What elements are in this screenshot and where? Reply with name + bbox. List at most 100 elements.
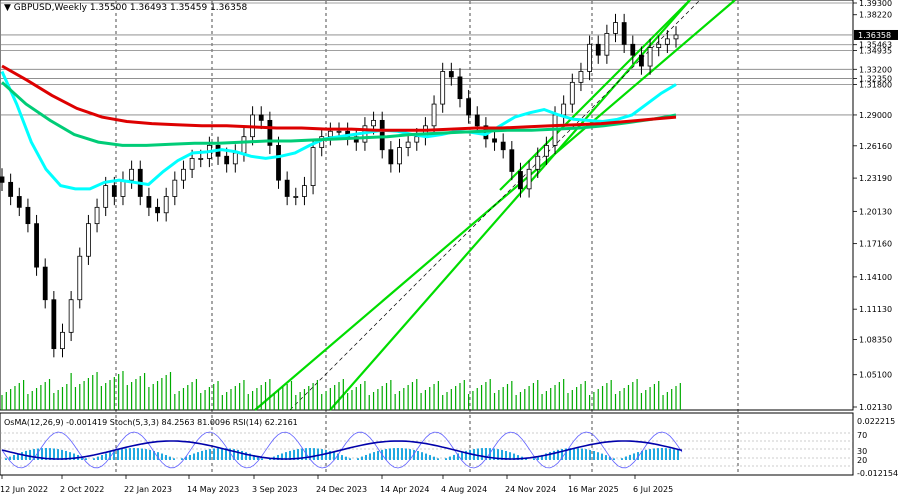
candle-body xyxy=(613,22,618,34)
candle-body xyxy=(68,299,74,333)
moving-average-line xyxy=(0,81,677,147)
time-tick-label: 3 Sep 2023 xyxy=(252,485,298,494)
price-tick-label: 1.35463 xyxy=(859,41,892,50)
oscillator-tick-label: 70 xyxy=(857,431,867,440)
candle-body xyxy=(34,223,39,268)
price-tick-label: 1.23190 xyxy=(859,174,892,183)
oscillator-tick-label: 0.022215 xyxy=(857,417,895,426)
candle-body xyxy=(172,179,178,197)
price-tick-label: 1.38220 xyxy=(859,11,892,20)
time-tick-label: 4 Aug 2024 xyxy=(441,485,487,494)
candle-body xyxy=(535,155,541,170)
candle-body xyxy=(276,144,281,181)
time-tick-label: 12 Jun 2022 xyxy=(0,485,48,494)
candle-body xyxy=(405,141,411,148)
price-tick-label: 1.11130 xyxy=(859,305,892,314)
candle-body xyxy=(241,136,247,154)
price-tick-label: 1.34935 xyxy=(859,46,892,55)
moving-average-line xyxy=(0,70,677,191)
candle-body xyxy=(0,176,5,183)
candle-body xyxy=(492,138,497,143)
candle-body xyxy=(310,147,316,186)
candle-body xyxy=(604,33,610,56)
candle-body xyxy=(379,119,385,151)
time-tick-label: 24 Nov 2024 xyxy=(505,485,556,494)
oscillator-label: OsMA(12,26,9) -0.001419 Stoch(5,3,3) 84.… xyxy=(4,418,298,427)
price-tick-label: 1.17160 xyxy=(859,240,892,249)
candle-body xyxy=(397,147,402,165)
candle-body xyxy=(371,119,376,127)
time-tick-label: 14 Apr 2024 xyxy=(380,485,429,494)
candle-body xyxy=(224,155,230,165)
candle-body xyxy=(302,185,307,197)
candle-body xyxy=(163,196,169,214)
price-tick-label: 1.05100 xyxy=(859,371,892,380)
candle-body xyxy=(621,22,627,45)
time-tick-label: 14 May 2023 xyxy=(187,485,239,494)
time-tick-label: 2 Oct 2022 xyxy=(60,485,104,494)
candle-body xyxy=(595,43,601,56)
candle-body xyxy=(440,71,446,105)
candle-body xyxy=(630,43,636,56)
candle-body xyxy=(16,196,22,208)
candle-body xyxy=(25,206,31,225)
candle-body xyxy=(94,206,100,225)
candle-body xyxy=(327,130,333,138)
time-tick-label: 6 Jul 2025 xyxy=(633,485,673,494)
candle-body xyxy=(146,196,152,208)
trend-channel-line xyxy=(499,0,691,191)
candle-body xyxy=(103,185,109,208)
candle-body xyxy=(448,71,454,78)
candle-body xyxy=(431,103,437,127)
candle-body xyxy=(569,81,575,105)
candle-body xyxy=(466,98,472,116)
candle-body xyxy=(336,130,342,133)
candle-body xyxy=(129,168,135,181)
candle-body xyxy=(198,158,204,160)
candle-body xyxy=(258,114,264,121)
price-tick-label: 1.02130 xyxy=(859,403,892,412)
oscillator-tick-label: 20 xyxy=(857,456,867,465)
time-tick-label: 24 Dec 2023 xyxy=(316,485,367,494)
candle-body xyxy=(526,168,532,190)
current-price-label: 1.36358 xyxy=(858,31,891,40)
candle-body xyxy=(474,114,480,127)
candle-body xyxy=(42,266,48,301)
price-tick-label: 1.20130 xyxy=(859,207,892,216)
candle-body xyxy=(189,158,195,170)
candle-body xyxy=(293,196,299,198)
price-tick-label: 1.32350 xyxy=(859,75,892,84)
candle-body xyxy=(673,34,679,40)
price-tick-label: 1.33200 xyxy=(859,65,892,74)
candle-body xyxy=(500,141,506,151)
price-tick-label: 1.08350 xyxy=(859,335,892,344)
trend-channel-line xyxy=(329,0,691,411)
candle-body xyxy=(388,149,394,165)
candle-body xyxy=(8,181,14,197)
rsi-line xyxy=(1,440,683,460)
candle-body xyxy=(587,43,592,72)
candle-body xyxy=(647,47,653,67)
candle-body xyxy=(518,171,523,190)
candle-body xyxy=(181,168,186,181)
candle-body xyxy=(561,103,567,116)
candle-body xyxy=(51,299,57,350)
candle-body xyxy=(77,255,83,301)
candle-body xyxy=(414,136,420,143)
candle-body xyxy=(509,149,515,172)
candle-body xyxy=(60,331,65,350)
oscillator-tick-label: 30 xyxy=(857,447,867,456)
candle-body xyxy=(267,119,273,146)
moving-average-line xyxy=(1,64,677,132)
candle-body xyxy=(639,54,644,67)
time-tick-label: 16 Mar 2025 xyxy=(568,485,619,494)
time-tick-label: 22 Jan 2023 xyxy=(124,485,172,494)
price-tick-label: 1.39300 xyxy=(859,0,892,8)
oscillator-tick-label: -0.012154 xyxy=(857,469,898,478)
candle-body xyxy=(120,179,126,197)
candle-body xyxy=(284,179,290,197)
candle-body xyxy=(578,71,584,83)
candle-body xyxy=(111,185,117,197)
